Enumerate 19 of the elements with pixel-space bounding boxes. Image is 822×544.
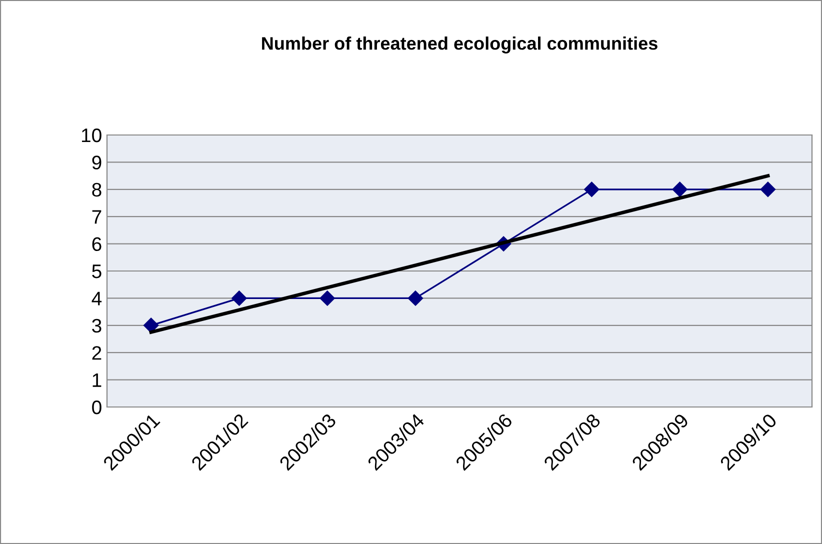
y-tick-label: 7 xyxy=(92,210,102,224)
y-tick-label: 10 xyxy=(82,128,102,142)
point xyxy=(584,182,600,197)
point xyxy=(232,290,247,306)
point xyxy=(672,182,688,197)
point xyxy=(320,290,335,306)
point xyxy=(760,182,776,197)
y-tick-label: 5 xyxy=(92,264,102,278)
y-tick-label: 9 xyxy=(92,156,102,170)
y-tick-label: 2 xyxy=(92,346,102,360)
y-tick-label: 6 xyxy=(92,237,102,252)
y-tick-label: 1 xyxy=(92,373,102,387)
chart-title: Number of threatened ecological communities xyxy=(262,36,658,54)
y-tick-label: 4 xyxy=(92,292,102,306)
y-tick-label: 3 xyxy=(92,318,102,333)
point xyxy=(408,290,424,306)
point xyxy=(143,318,159,333)
y-tick-label: 0 xyxy=(92,400,102,414)
y-tick-label: 8 xyxy=(92,182,102,197)
